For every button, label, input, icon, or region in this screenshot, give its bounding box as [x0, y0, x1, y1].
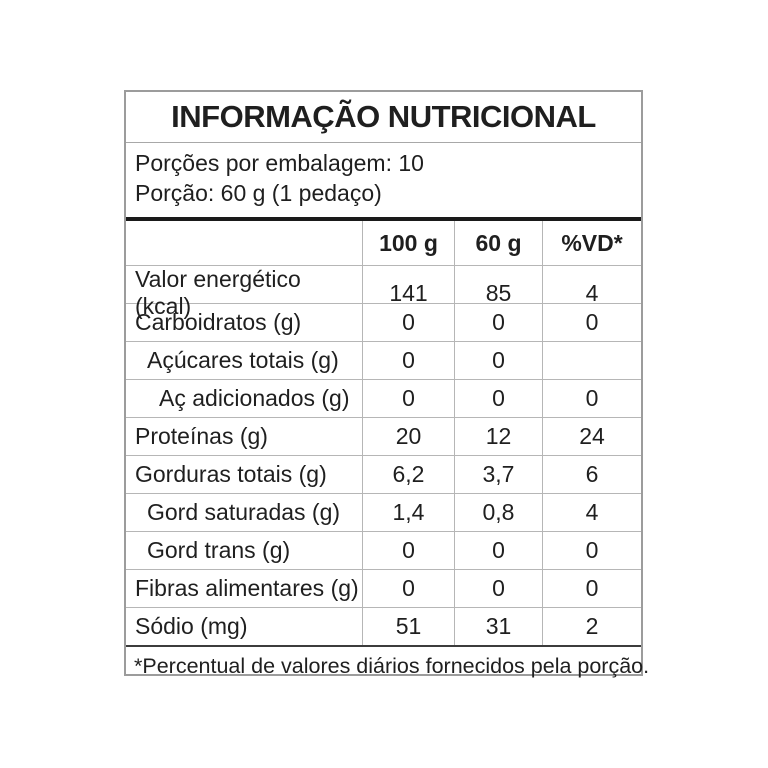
portion-size: Porção: 60 g (1 pedaço): [135, 180, 382, 206]
value-vd: 0: [542, 304, 641, 341]
column-header-vd: %VD*: [542, 221, 641, 265]
value-per-100g: 0: [362, 304, 454, 341]
header-blank-cell: [126, 221, 362, 265]
value-per-60g: 3,7: [454, 456, 542, 493]
table-header-row: 100 g 60 g %VD*: [126, 221, 641, 265]
value-per-100g: 0: [362, 532, 454, 569]
row-label: Gorduras totais (g): [135, 461, 327, 487]
table-row-acucares-adicionados: Aç adicionados (g) 0 0 0: [126, 379, 641, 417]
table-row-fibras: Fibras alimentares (g) 0 0 0: [126, 569, 641, 607]
value-vd: 24: [542, 418, 641, 455]
daily-values-footnote: *Percentual de valores diários fornecido…: [134, 654, 650, 678]
row-label: Açúcares totais (g): [147, 347, 339, 373]
value-per-100g: 6,2: [362, 456, 454, 493]
table-row-carboidratos: Carboidratos (g) 0 0 0: [126, 303, 641, 341]
value-per-60g: 0,8: [454, 494, 542, 531]
nutrition-table: 100 g 60 g %VD* Valor energético (kcal) …: [126, 221, 641, 647]
value-per-60g: 0: [454, 570, 542, 607]
table-row-proteinas: Proteínas (g) 20 12 24: [126, 417, 641, 455]
value-per-60g: 0: [454, 532, 542, 569]
value-vd: 2: [542, 608, 641, 645]
row-label: Sódio (mg): [135, 613, 248, 639]
row-label: Gord saturadas (g): [147, 499, 341, 525]
value-vd: 6: [542, 456, 641, 493]
row-label: Valor energético (kcal): [135, 266, 301, 319]
row-label: Gord trans (g): [147, 537, 291, 563]
value-per-100g: 1,4: [362, 494, 454, 531]
row-label: Carboidratos (g): [135, 309, 302, 335]
column-header-100g: 100 g: [362, 221, 454, 265]
column-header-60g: 60 g: [454, 221, 542, 265]
value-per-60g: 0: [454, 380, 542, 417]
value-per-100g: 141: [362, 266, 454, 320]
value-per-60g: 85: [454, 266, 542, 320]
row-label: Aç adicionados (g): [159, 385, 350, 411]
value-vd: 4: [542, 266, 641, 320]
value-per-100g: 20: [362, 418, 454, 455]
label-title: INFORMAÇÃO NUTRICIONAL: [126, 92, 641, 143]
value-per-100g: 0: [362, 570, 454, 607]
table-row-gorduras-totais: Gorduras totais (g) 6,2 3,7 6: [126, 455, 641, 493]
value-per-60g: 31: [454, 608, 542, 645]
value-vd: 0: [542, 532, 641, 569]
value-per-100g: 51: [362, 608, 454, 645]
row-label: Proteínas (g): [135, 423, 268, 449]
table-row-gorduras-trans: Gord trans (g) 0 0 0: [126, 531, 641, 569]
value-vd: [542, 342, 641, 379]
row-label: Fibras alimentares (g): [135, 575, 359, 601]
value-per-100g: 0: [362, 342, 454, 379]
value-vd: 0: [542, 380, 641, 417]
table-row-gorduras-saturadas: Gord saturadas (g) 1,4 0,8 4: [126, 493, 641, 531]
table-row-energia: Valor energético (kcal) 141 85 4: [126, 265, 641, 320]
servings-per-package: Porções por embalagem: 10: [135, 150, 424, 176]
nutrition-label: INFORMAÇÃO NUTRICIONAL Porções por embal…: [124, 90, 650, 678]
thick-divider: [126, 217, 641, 221]
table-row-acucares-totais: Açúcares totais (g) 0 0: [126, 341, 641, 379]
value-vd: 4: [542, 494, 641, 531]
value-vd: 0: [542, 570, 641, 607]
value-per-100g: 0: [362, 380, 454, 417]
value-per-60g: 0: [454, 304, 542, 341]
table-row-sodio: Sódio (mg) 51 31 2: [126, 607, 641, 645]
value-per-60g: 12: [454, 418, 542, 455]
value-per-60g: 0: [454, 342, 542, 379]
portion-info: Porções por embalagem: 10 Porção: 60 g (…: [126, 143, 641, 217]
